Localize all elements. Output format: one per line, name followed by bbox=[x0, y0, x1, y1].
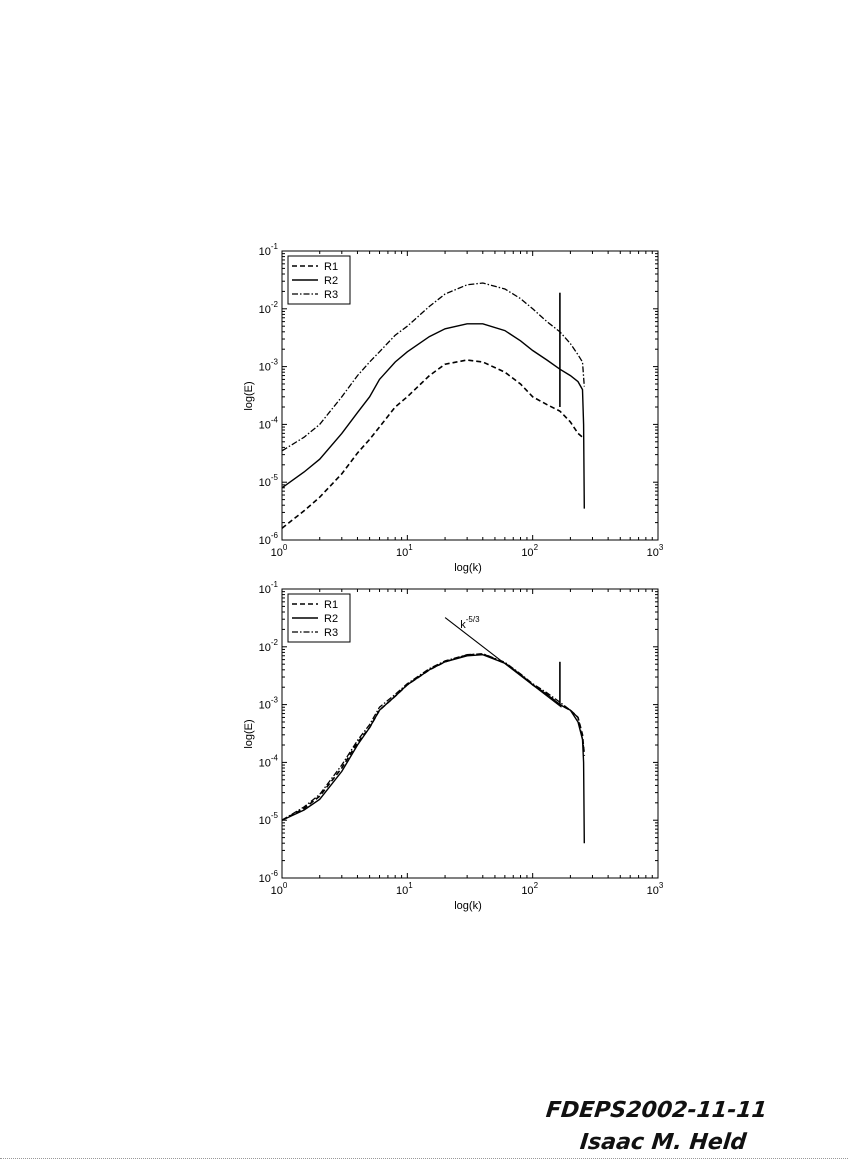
bottom-legend-label-r3: R3 bbox=[324, 627, 338, 639]
top-chart-legend: R1 R2 R3 bbox=[287, 255, 351, 305]
bottom-chart-xlabel: log(k) bbox=[454, 900, 482, 912]
bottom-series-r2 bbox=[281, 653, 585, 844]
top-chart-frame bbox=[281, 250, 659, 541]
top-ytick-label: 10-6 bbox=[259, 531, 279, 547]
bottom-chart-frame bbox=[281, 588, 659, 879]
top-series-r2 bbox=[281, 323, 585, 509]
bottom-legend-label-r2: R2 bbox=[324, 613, 338, 625]
bottom-chart-ylabel: log(E) bbox=[243, 719, 255, 748]
bottom-xtick-label: 100 bbox=[271, 881, 288, 897]
handwritten-author: Isaac M. Held bbox=[578, 1130, 748, 1155]
bottom-series-reference bbox=[444, 617, 562, 708]
bottom-xtick-label: 103 bbox=[647, 881, 664, 897]
scan-edge-line bbox=[0, 1158, 848, 1159]
top-series-r1 bbox=[281, 359, 584, 529]
top-xtick-label: 100 bbox=[271, 543, 288, 559]
top-ytick-label: 10-5 bbox=[259, 473, 279, 489]
top-ytick-label: 10-3 bbox=[259, 358, 279, 374]
bottom-ytick-label: 10-6 bbox=[259, 869, 279, 885]
bottom-chart-legend: R1 R2 R3 bbox=[287, 593, 351, 643]
bottom-chart-series bbox=[281, 617, 586, 844]
bottom-chart-annotations: k-5/3 bbox=[460, 615, 480, 631]
top-legend-label-r2: R2 bbox=[324, 275, 338, 287]
top-xtick-label: 102 bbox=[521, 543, 538, 559]
bottom-series-r3 bbox=[281, 653, 585, 821]
bottom-ytick-label: 10-4 bbox=[259, 753, 279, 769]
top-ytick-label: 10-4 bbox=[259, 415, 279, 431]
bottom-annotation-slope: k-5/3 bbox=[460, 615, 480, 631]
top-chart-ylabel: log(E) bbox=[243, 381, 255, 410]
bottom-ytick-label: 10-2 bbox=[259, 638, 279, 654]
bottom-ytick-label: 10-1 bbox=[259, 580, 279, 596]
bottom-xtick-label: 101 bbox=[396, 881, 413, 897]
top-legend-label-r1: R1 bbox=[324, 261, 338, 273]
bottom-ytick-label: 10-5 bbox=[259, 811, 279, 827]
top-ytick-label: 10-2 bbox=[259, 300, 279, 316]
bottom-series-r1 bbox=[281, 653, 586, 821]
top-chart-series bbox=[281, 282, 585, 529]
bottom-chart-axes: 100 101 102 103 10-6 10-5 10-4 10-3 10-2 10-1 bbox=[259, 580, 664, 897]
top-chart-axes: 100 101 102 103 10-6 10-5 10-4 10-3 10-2 10-1 bbox=[259, 242, 664, 559]
top-xtick-label: 103 bbox=[647, 543, 664, 559]
top-legend-label-r3: R3 bbox=[324, 289, 338, 301]
top-series-r3 bbox=[281, 282, 585, 452]
top-ytick-label: 10-1 bbox=[259, 242, 279, 258]
top-chart-xlabel: log(k) bbox=[454, 562, 482, 574]
bottom-xtick-label: 102 bbox=[521, 881, 538, 897]
bottom-legend-label-r1: R1 bbox=[324, 599, 338, 611]
handwritten-reference: FDEPS2002-11-11 bbox=[544, 1098, 769, 1123]
bottom-ytick-label: 10-3 bbox=[259, 696, 279, 712]
top-xtick-label: 101 bbox=[396, 543, 413, 559]
